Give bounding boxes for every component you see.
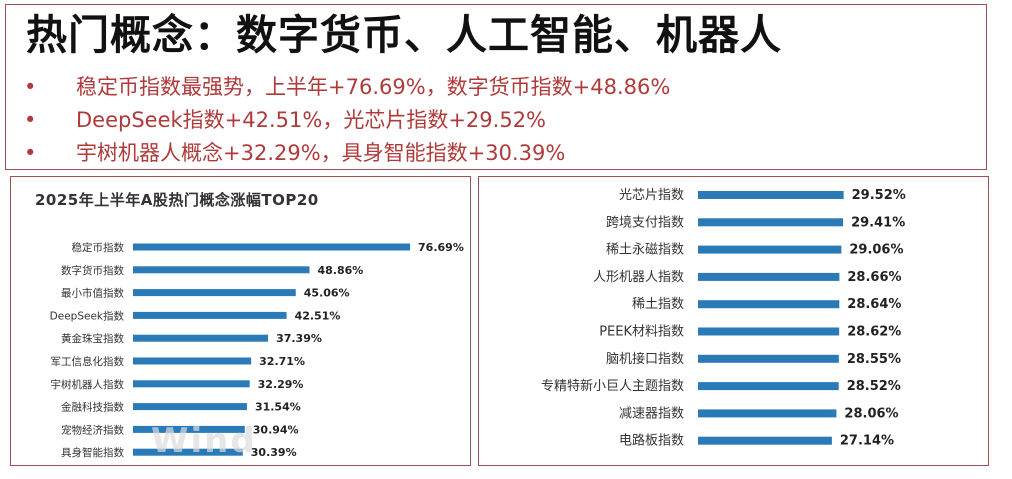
category-label: 人形机器人指数 <box>593 270 684 285</box>
value-label: 28.06% <box>844 406 898 421</box>
bar <box>133 243 411 251</box>
watermark: Wind <box>151 421 257 461</box>
chart-title: 2025年上半年A股热门概念涨幅TOP20 <box>35 191 319 209</box>
category-label: 军工信息化指数 <box>51 355 125 368</box>
bullet-text: DeepSeek指数+42.51%，光芯片指数+29.52% <box>76 108 547 132</box>
bullet-dot-icon: • <box>24 141 37 165</box>
bar <box>133 289 296 297</box>
value-label: 37.39% <box>276 332 322 345</box>
category-label: 跨境支付指数 <box>606 215 684 230</box>
bar <box>133 266 310 274</box>
value-label: 48.86% <box>318 264 364 277</box>
value-label: 28.64% <box>847 297 901 312</box>
bar <box>698 436 832 445</box>
bar <box>133 334 269 342</box>
value-label: 28.52% <box>847 379 901 394</box>
value-label: 31.54% <box>255 401 301 414</box>
bar <box>698 300 840 309</box>
category-label: 数字货币指数 <box>61 264 124 277</box>
bar <box>698 191 844 199</box>
bar <box>698 354 839 363</box>
category-label: 稀土指数 <box>632 297 684 312</box>
value-label: 28.55% <box>847 352 901 367</box>
value-label: 29.52% <box>852 188 906 203</box>
category-label: 黄金珠宝指数 <box>61 332 124 345</box>
bullet-text: 宇树机器人概念+32.29%，具身智能指数+30.39% <box>76 141 566 165</box>
category-label: 最小市值指数 <box>61 287 124 300</box>
value-label: 76.69% <box>418 241 464 254</box>
category-label: DeepSeek指数 <box>50 309 125 322</box>
category-label: 具身智能指数 <box>61 446 124 459</box>
headline-box: 热门概念：数字货币、人工智能、机器人 • 稳定币指数最强势，上半年+76.69%… <box>5 4 987 170</box>
category-label: 宠物经济指数 <box>61 423 124 436</box>
category-label: 稳定币指数 <box>72 241 125 254</box>
value-label: 27.14% <box>840 434 894 449</box>
category-label: 专精特新小巨人主题指数 <box>541 378 684 394</box>
bar <box>133 425 245 433</box>
category-label: 减速器指数 <box>619 406 684 421</box>
value-label: 45.06% <box>304 287 350 300</box>
bullet-text: 稳定币指数最强势，上半年+76.69%，数字货币指数+48.86% <box>76 75 671 99</box>
bar <box>133 311 287 319</box>
bullet-dot-icon: • <box>24 108 37 132</box>
bar-chart-left: 稳定币指数 76.69% 数字货币指数 48.86% 最小市值指数 45.06% DeepS… <box>50 241 464 459</box>
value-label: 42.51% <box>295 309 341 322</box>
bar <box>133 380 250 388</box>
category-label: 电路板指数 <box>619 433 684 449</box>
page-title: 热门概念：数字货币、人工智能、机器人 <box>26 11 782 59</box>
category-label: 脑机接口指数 <box>606 351 684 367</box>
bar <box>698 272 840 281</box>
bar-chart-right: 光芯片指数 29.52% 跨境支付指数 29.41% 稀土永磁指数 29.06% 人形机器人… <box>541 188 906 449</box>
bar <box>698 409 837 418</box>
bar <box>133 357 252 365</box>
bar <box>133 448 243 456</box>
category-label: 光芯片指数 <box>619 188 684 203</box>
value-label: 28.66% <box>847 270 901 285</box>
category-label: PEEK材料指数 <box>599 325 684 340</box>
bar <box>698 245 842 254</box>
category-label: 宇树机器人指数 <box>51 378 125 391</box>
value-label: 29.06% <box>849 243 903 258</box>
value-label: 30.94% <box>253 423 299 436</box>
value-label: 28.62% <box>847 325 901 340</box>
value-label: 32.71% <box>259 355 305 368</box>
bar <box>698 327 840 336</box>
bullet-dot-icon: • <box>24 75 37 99</box>
category-label: 稀土永磁指数 <box>606 243 684 258</box>
category-label: 金融科技指数 <box>61 401 124 414</box>
bar <box>698 218 844 227</box>
chart-panel-left: 2025年上半年A股热门概念涨幅TOP20 稳定币指数 76.69% 数字货币指数 4… <box>10 176 471 466</box>
chart-panel-right: 光芯片指数 29.52% 跨境支付指数 29.41% 稀土永磁指数 29.06% 人形机器人… <box>478 176 989 466</box>
bar <box>698 382 839 391</box>
value-label: 30.39% <box>251 446 297 459</box>
value-label: 29.41% <box>851 215 905 230</box>
value-label: 32.29% <box>258 378 304 391</box>
bar <box>133 403 247 411</box>
